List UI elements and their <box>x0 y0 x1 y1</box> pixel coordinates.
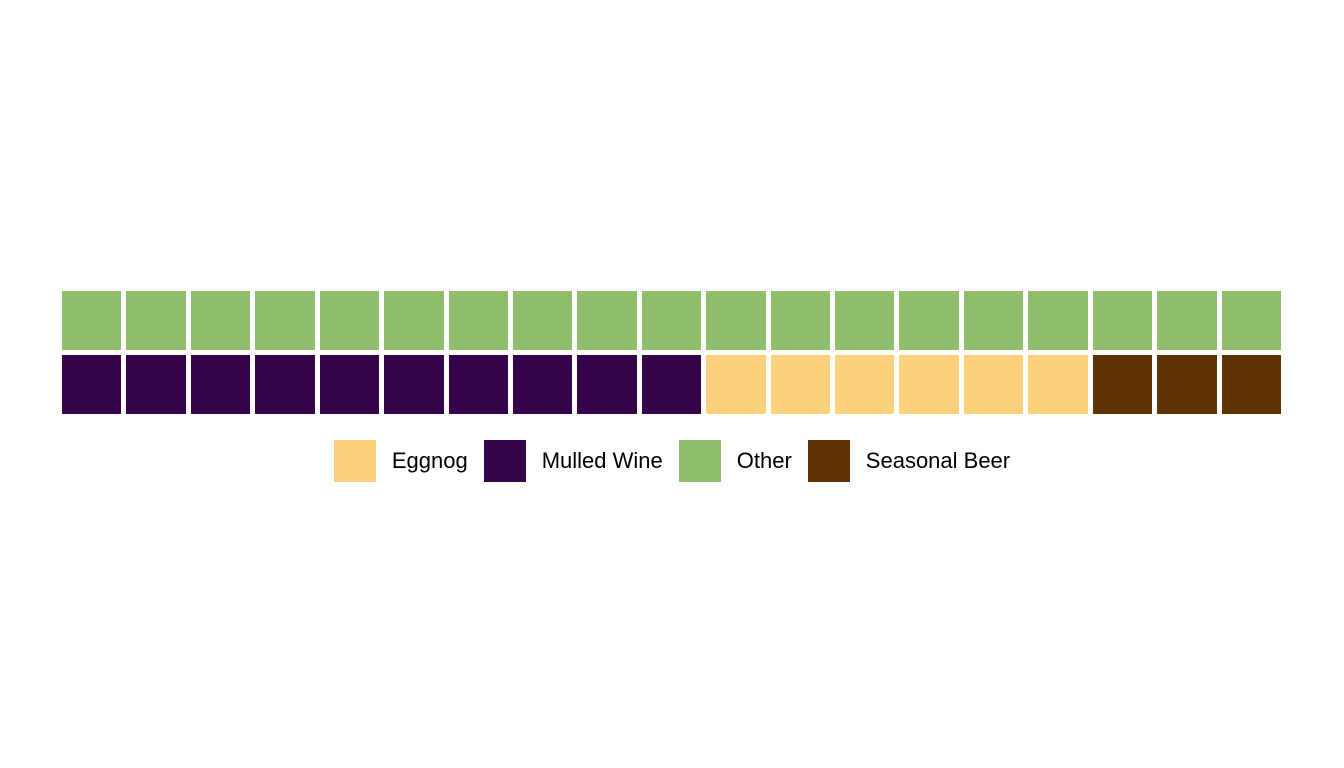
waffle-cell <box>1157 355 1217 414</box>
legend-swatch-icon <box>678 440 721 482</box>
waffle-cell <box>448 291 508 350</box>
waffle-cell <box>126 355 186 414</box>
waffle-cell <box>255 291 315 350</box>
legend-swatch-icon <box>483 440 526 482</box>
waffle-cell <box>706 355 766 414</box>
waffle-cell <box>190 355 251 414</box>
waffle-cell <box>706 291 766 350</box>
waffle-cell <box>770 355 831 414</box>
waffle-cell <box>641 291 702 350</box>
waffle-cell <box>577 355 637 414</box>
waffle-cell <box>1028 355 1088 414</box>
waffle-grid <box>62 291 1281 414</box>
legend-label: Mulled Wine <box>541 448 663 473</box>
waffle-cell <box>384 291 444 350</box>
waffle-cell <box>512 355 573 414</box>
waffle-cell <box>1221 291 1281 350</box>
waffle-cell <box>899 355 959 414</box>
waffle-cell <box>126 291 186 350</box>
waffle-cell <box>770 291 831 350</box>
waffle-cell <box>512 291 573 350</box>
waffle-cell <box>62 355 122 414</box>
waffle-cell <box>835 355 895 414</box>
waffle-cell <box>1028 291 1088 350</box>
waffle-cell <box>319 291 380 350</box>
waffle-cell <box>319 355 380 414</box>
waffle-cell <box>62 291 122 350</box>
waffle-cell <box>1092 291 1153 350</box>
waffle-cell <box>963 355 1024 414</box>
waffle-cell <box>835 291 895 350</box>
waffle-cell <box>384 355 444 414</box>
waffle-cell <box>1157 291 1217 350</box>
legend-swatch-icon <box>807 440 850 482</box>
waffle-cell <box>1221 355 1281 414</box>
legend-item-eggnog: Eggnog <box>333 440 468 482</box>
legend-swatch-icon <box>333 440 376 482</box>
legend-label: Seasonal Beer <box>865 448 1011 473</box>
legend-item-other: Other <box>678 440 792 482</box>
legend-item-seasonal-beer: Seasonal Beer <box>807 440 1011 482</box>
waffle-cell <box>190 291 251 350</box>
waffle-cell <box>255 355 315 414</box>
chart-legend: Eggnog Mulled Wine Other Seasonal Beer <box>0 438 1344 484</box>
waffle-cell <box>963 291 1024 350</box>
waffle-cell <box>577 291 637 350</box>
legend-label: Eggnog <box>391 448 468 473</box>
waffle-cell <box>641 355 702 414</box>
legend-label: Other <box>736 448 792 473</box>
waffle-cell <box>899 291 959 350</box>
waffle-cell <box>1092 355 1153 414</box>
waffle-cell <box>448 355 508 414</box>
legend-item-mulled-wine: Mulled Wine <box>483 440 663 482</box>
